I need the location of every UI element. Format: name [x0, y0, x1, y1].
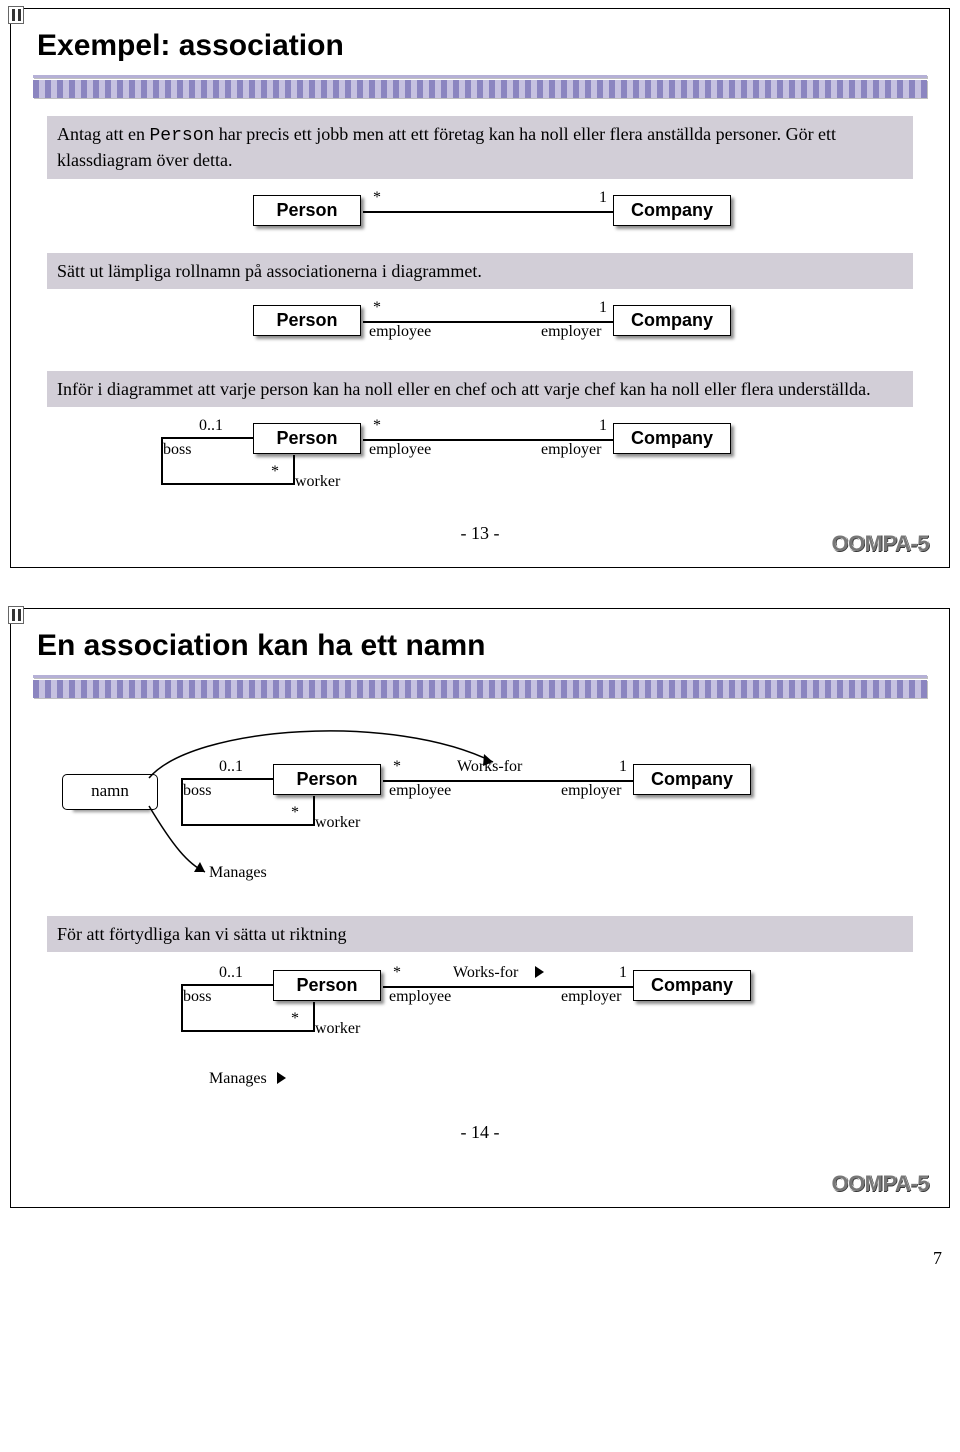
slide-2: En association kan ha ett namn namn 0..1…	[10, 608, 950, 1208]
brand-text: OOMPA-5	[831, 531, 929, 556]
assoc-name-label: Works-for	[457, 758, 522, 776]
self-assoc-bottom	[181, 824, 273, 826]
brand-logo: OOMPA-5	[831, 1171, 929, 1197]
role-label: employee	[369, 323, 431, 341]
title-bars	[33, 75, 927, 98]
class-box-company: Company	[633, 970, 751, 1001]
class-box-person: Person	[273, 970, 381, 1001]
bar-thin	[33, 75, 927, 78]
role-label: worker	[295, 473, 340, 491]
slide-title: En association kan ha ett namn	[37, 629, 927, 663]
slide-1: Exempel: association Antag att en Person…	[10, 8, 950, 568]
uml-diagram-3: 0..1 boss * worker Person * 1 employee e…	[33, 417, 927, 513]
class-box-company: Company	[613, 195, 731, 226]
page-number: - 13 -	[33, 523, 927, 544]
role-label: employer	[561, 782, 621, 800]
role-label: boss	[163, 441, 191, 459]
uml-diagram-named: namn 0..1 boss * worker Person * Works-f…	[33, 716, 927, 906]
note-text: Sätt ut lämpliga rollnamn på association…	[47, 253, 913, 289]
note-text: För att förtydliga kan vi sätta ut riktn…	[47, 916, 913, 952]
role-label: boss	[183, 782, 211, 800]
note-text: Inför i diagrammet att varje person kan …	[47, 371, 913, 407]
role-label: employer	[541, 323, 601, 341]
self-assoc-name: Manages	[209, 1070, 267, 1088]
multiplicity-label: 1	[599, 299, 607, 317]
assoc-name-label: Works-for	[453, 964, 518, 982]
multiplicity-label: *	[373, 189, 381, 207]
role-label: employer	[561, 988, 621, 1006]
multiplicity-label: *	[373, 417, 381, 435]
direction-triangle-icon	[535, 966, 544, 978]
role-label: worker	[315, 1020, 360, 1038]
role-label: employee	[369, 441, 431, 459]
self-assoc-top	[181, 778, 273, 780]
self-assoc-btm2	[273, 1030, 315, 1032]
bar-thick	[33, 680, 927, 698]
role-label: employee	[389, 988, 451, 1006]
role-label: employee	[389, 782, 451, 800]
slide-title: Exempel: association	[37, 29, 927, 63]
bookmark-icon	[8, 6, 24, 24]
brand-logo: OOMPA-5	[831, 531, 929, 557]
corner-page-number: 7	[0, 1248, 960, 1287]
association-line	[363, 211, 613, 213]
multiplicity-label: *	[291, 804, 299, 822]
multiplicity-label: *	[393, 758, 401, 776]
bar-thin	[33, 675, 927, 678]
class-box-company: Company	[613, 305, 731, 336]
self-assoc-name: Manages	[209, 864, 267, 882]
multiplicity-label: 0..1	[199, 417, 223, 435]
multiplicity-label: 0..1	[219, 964, 243, 982]
class-box-company: Company	[613, 423, 731, 454]
role-label: worker	[315, 814, 360, 832]
bookmark-icon	[8, 606, 24, 624]
self-assoc-bottom	[161, 483, 253, 485]
role-label: boss	[183, 988, 211, 1006]
class-box-person: Person	[273, 764, 381, 795]
bar-thick	[33, 80, 927, 98]
class-box-company: Company	[633, 764, 751, 795]
multiplicity-label: *	[373, 299, 381, 317]
self-assoc-btm2	[273, 824, 315, 826]
multiplicity-label: *	[271, 463, 279, 481]
uml-diagram-1: Person * 1 Company	[33, 189, 927, 243]
note-fragment: Antag att en	[57, 124, 149, 144]
role-label: employer	[541, 441, 601, 459]
self-assoc-btm2	[253, 483, 295, 485]
multiplicity-label: 1	[619, 964, 627, 982]
class-box-person: Person	[253, 195, 361, 226]
title-bars	[33, 675, 927, 698]
multiplicity-label: 1	[599, 189, 607, 207]
direction-triangle-icon	[277, 1072, 286, 1084]
brand-text: OOMPA-5	[831, 1171, 929, 1196]
page-number: - 14 -	[33, 1122, 927, 1143]
multiplicity-label: 1	[619, 758, 627, 776]
callout-curves	[33, 716, 733, 906]
note-text: Antag att en Person har precis ett jobb …	[47, 116, 913, 179]
self-assoc-top	[161, 437, 253, 439]
multiplicity-label: 1	[599, 417, 607, 435]
multiplicity-label: 0..1	[219, 758, 243, 776]
multiplicity-label: *	[291, 1010, 299, 1028]
class-box-person: Person	[253, 305, 361, 336]
uml-diagram-direction: 0..1 boss * worker Person * Works-for 1 …	[33, 962, 927, 1112]
class-box-person: Person	[253, 423, 361, 454]
self-assoc-top	[181, 984, 273, 986]
multiplicity-label: *	[393, 964, 401, 982]
uml-diagram-2: Person * 1 employee employer Company	[33, 299, 927, 361]
note-mono-fragment: Person	[149, 126, 214, 146]
self-assoc-bottom	[181, 1030, 273, 1032]
